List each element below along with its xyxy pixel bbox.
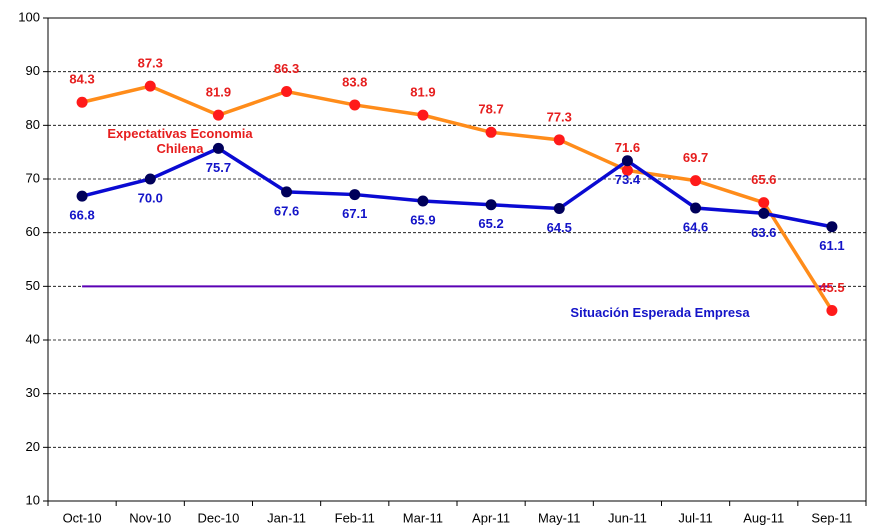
point [758, 207, 770, 219]
point [417, 195, 429, 207]
point [553, 134, 565, 146]
y-tick-label: 40 [26, 331, 40, 346]
x-tick-label: Jan-11 [267, 510, 306, 525]
data-label: 69.7 [683, 150, 708, 165]
y-tick-label: 100 [18, 9, 40, 24]
point [76, 96, 88, 108]
data-label: 73.4 [615, 172, 641, 187]
data-label: 61.1 [819, 238, 844, 253]
series-line [81, 84, 834, 312]
data-label: 63.6 [751, 225, 776, 240]
y-tick-label: 60 [26, 224, 40, 239]
data-label: 45.5 [819, 280, 844, 295]
x-tick-label: May-11 [538, 510, 580, 525]
point [690, 175, 702, 187]
x-tick-label: Apr-11 [472, 510, 510, 525]
y-tick-label: 30 [26, 385, 40, 400]
x-tick-label: Dec-10 [197, 510, 239, 525]
point [281, 86, 293, 98]
point [281, 186, 293, 198]
point [212, 142, 224, 154]
point [485, 126, 497, 138]
point [485, 199, 497, 211]
x-tick-label: Feb-11 [335, 510, 375, 525]
data-label: 65.6 [751, 172, 776, 187]
series-line [81, 146, 833, 229]
data-label: 81.9 [206, 85, 231, 100]
y-tick-label: 10 [26, 492, 40, 507]
data-label: 67.1 [342, 206, 367, 221]
data-label: 77.3 [547, 109, 572, 124]
data-label: 65.2 [478, 216, 503, 231]
data-label: 84.3 [69, 72, 94, 87]
y-tick-label: 90 [26, 63, 40, 78]
point [621, 155, 633, 167]
x-tick-label: Mar-11 [403, 510, 443, 525]
data-label: 70.0 [138, 190, 163, 205]
point [826, 304, 838, 316]
data-label: 83.8 [342, 74, 367, 89]
point [758, 197, 770, 209]
x-tick-label: Jul-11 [678, 510, 712, 525]
x-tick-label: Oct-10 [63, 510, 102, 525]
point [144, 173, 156, 185]
series-name: Situación Esperada Empresa [570, 305, 750, 320]
point [621, 164, 633, 176]
point [349, 189, 361, 201]
point [76, 190, 88, 202]
x-tick-label: Nov-10 [129, 510, 171, 525]
data-label: 64.5 [547, 220, 572, 235]
plot-frame [47, 17, 867, 502]
data-label: 71.6 [615, 140, 640, 155]
data-label: 66.8 [69, 208, 94, 223]
y-tick-label: 20 [26, 439, 40, 454]
data-label: 86.3 [274, 61, 299, 76]
point [349, 99, 361, 111]
x-tick-label: Aug-11 [743, 510, 784, 525]
point [553, 203, 565, 215]
data-label: 81.9 [410, 85, 435, 100]
data-label: 87.3 [138, 56, 163, 71]
data-label: 75.7 [206, 160, 231, 175]
series-name: Expectativas Economia Chilena [107, 126, 253, 156]
point [826, 221, 838, 233]
y-tick-label: 80 [26, 117, 40, 132]
x-tick-label: Sep-11 [811, 510, 852, 525]
point [212, 109, 224, 121]
x-tick-label: Jun-11 [608, 510, 647, 525]
y-tick-label: 70 [26, 170, 40, 185]
data-label: 78.7 [478, 102, 503, 117]
point [690, 202, 702, 214]
point [417, 109, 429, 121]
point [144, 80, 156, 92]
data-label: 67.6 [274, 203, 299, 218]
y-tick-label: 50 [26, 278, 40, 293]
data-label: 65.9 [410, 212, 435, 227]
data-label: 64.6 [683, 219, 708, 234]
